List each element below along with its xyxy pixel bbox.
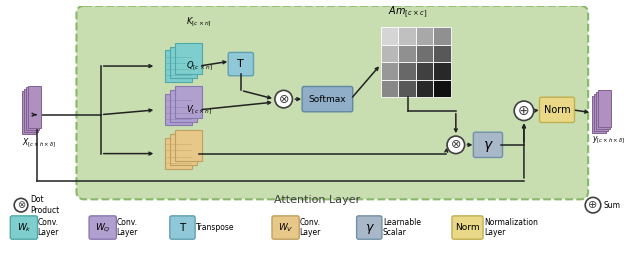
Bar <box>433 62 451 80</box>
FancyBboxPatch shape <box>89 216 116 239</box>
Bar <box>416 80 433 97</box>
FancyBboxPatch shape <box>302 86 353 112</box>
Text: $W_k$: $W_k$ <box>17 221 31 234</box>
Bar <box>381 27 399 45</box>
Bar <box>175 43 202 74</box>
Text: γ: γ <box>484 138 492 152</box>
Circle shape <box>514 101 534 121</box>
Text: Softmax: Softmax <box>308 95 346 104</box>
Bar <box>433 80 451 97</box>
Bar <box>416 62 433 80</box>
Bar <box>416 27 433 45</box>
Text: $W_V$: $W_V$ <box>278 221 293 234</box>
Text: Normalization
Layer: Normalization Layer <box>484 218 538 237</box>
Bar <box>399 62 416 80</box>
Bar <box>381 45 399 62</box>
Bar <box>399 27 416 45</box>
Text: $y_{[c\times h\times \delta]}$: $y_{[c\times h\times \delta]}$ <box>592 135 625 146</box>
Text: T: T <box>179 222 186 233</box>
Text: Sum: Sum <box>604 201 621 210</box>
Text: ⊗: ⊗ <box>17 200 25 210</box>
Text: Conv.
Layer: Conv. Layer <box>38 218 59 237</box>
Bar <box>433 45 451 62</box>
Bar <box>22 91 36 134</box>
Text: γ: γ <box>365 221 373 234</box>
Circle shape <box>585 197 601 213</box>
Text: T: T <box>237 59 244 69</box>
FancyBboxPatch shape <box>452 216 483 239</box>
FancyBboxPatch shape <box>170 216 195 239</box>
Bar <box>165 51 192 82</box>
Text: $X_{[c\times h\times \delta]}$: $X_{[c\times h\times \delta]}$ <box>22 137 56 150</box>
Text: Conv.
Layer: Conv. Layer <box>116 218 138 237</box>
Bar <box>24 89 38 132</box>
FancyBboxPatch shape <box>228 52 253 76</box>
Bar <box>170 47 197 78</box>
Circle shape <box>275 90 292 108</box>
Bar <box>175 130 202 161</box>
Bar <box>28 85 42 128</box>
Text: $K_{[c\times n]}$: $K_{[c\times n]}$ <box>186 16 212 29</box>
Text: Transpose: Transpose <box>196 223 235 232</box>
Text: Conv.
Layer: Conv. Layer <box>300 218 321 237</box>
FancyBboxPatch shape <box>10 216 38 239</box>
Bar <box>381 80 399 97</box>
Text: Dot
Product: Dot Product <box>31 195 60 215</box>
Bar <box>26 88 40 130</box>
Bar <box>170 90 197 122</box>
Text: ⊗: ⊗ <box>278 93 289 106</box>
Text: $Q_{[c\times n]}$: $Q_{[c\times n]}$ <box>186 60 213 73</box>
Bar <box>399 80 416 97</box>
FancyBboxPatch shape <box>76 6 588 199</box>
Bar <box>416 45 433 62</box>
Bar <box>594 94 607 131</box>
Text: ⊕: ⊕ <box>518 104 530 118</box>
Text: $W_Q$: $W_Q$ <box>95 221 111 234</box>
Bar <box>381 62 399 80</box>
FancyBboxPatch shape <box>356 216 382 239</box>
Bar <box>399 45 416 62</box>
FancyBboxPatch shape <box>540 97 575 122</box>
Bar <box>170 134 197 165</box>
Text: $V_{[c\times n]}$: $V_{[c\times n]}$ <box>186 103 212 117</box>
FancyBboxPatch shape <box>474 132 502 157</box>
Circle shape <box>14 198 28 212</box>
Text: Attention Layer: Attention Layer <box>274 195 360 205</box>
Bar <box>596 92 609 129</box>
Bar <box>175 86 202 118</box>
Text: ⊗: ⊗ <box>451 138 461 151</box>
Text: Norm: Norm <box>455 223 480 232</box>
FancyBboxPatch shape <box>272 216 300 239</box>
Bar <box>598 90 611 127</box>
Bar <box>165 138 192 169</box>
Circle shape <box>447 136 465 154</box>
Bar <box>592 96 605 133</box>
Text: Norm: Norm <box>544 105 570 115</box>
Text: Learnable
Scalar: Learnable Scalar <box>383 218 421 237</box>
Bar <box>433 27 451 45</box>
Text: $Am_{[c\times c]}$: $Am_{[c\times c]}$ <box>388 4 428 20</box>
Bar <box>165 94 192 125</box>
Text: ⊕: ⊕ <box>588 200 598 210</box>
